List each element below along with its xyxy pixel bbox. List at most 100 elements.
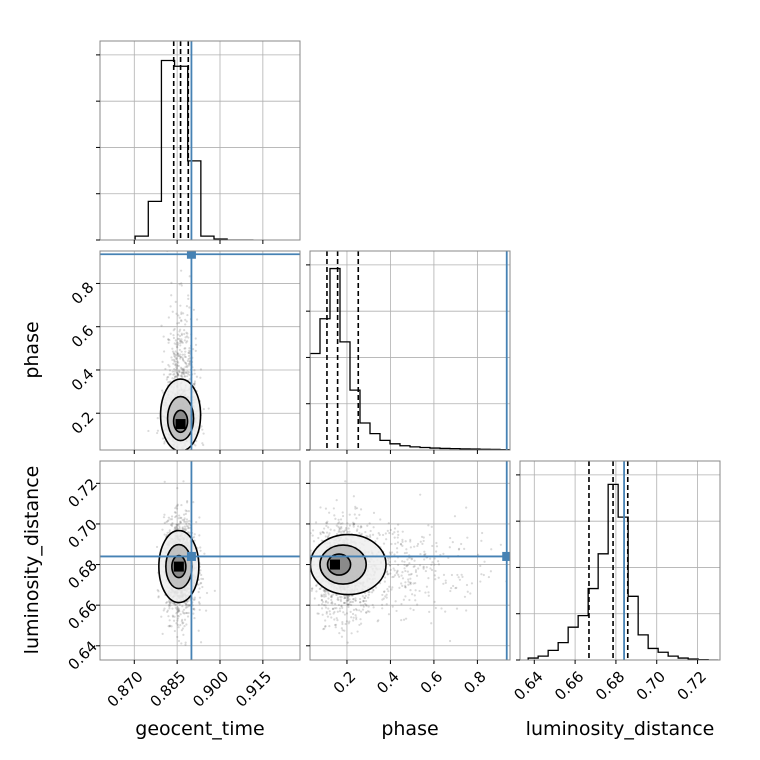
scatter-point	[182, 368, 185, 371]
scatter-point	[333, 514, 336, 517]
scatter-point	[173, 615, 176, 618]
scatter-point	[342, 611, 345, 614]
scatter-point	[321, 531, 324, 534]
scatter-point	[330, 596, 333, 599]
scatter-point	[428, 610, 431, 613]
scatter-point	[324, 606, 328, 609]
scatter-point	[324, 593, 327, 596]
scatter-point	[330, 602, 333, 605]
scatter-point	[171, 607, 174, 610]
scatter-point	[180, 375, 183, 378]
scatter-point	[173, 528, 176, 531]
scatter-point	[311, 534, 314, 537]
histogram-layer	[134, 41, 719, 660]
scatter-point	[310, 589, 313, 592]
scatter-point	[192, 607, 196, 610]
scatter-point	[383, 590, 386, 593]
scatter-point	[193, 372, 196, 375]
scatter-point	[180, 333, 184, 337]
scatter-point	[395, 572, 398, 575]
scatter-point	[186, 615, 190, 618]
scatter-point	[174, 300, 177, 303]
scatter-point	[175, 357, 178, 360]
scatter-point	[172, 362, 175, 365]
scatter-point	[176, 372, 180, 376]
scatter-point	[347, 603, 350, 606]
scatter-point	[417, 567, 420, 570]
scatter-point	[197, 590, 200, 594]
scatter-point	[176, 523, 179, 526]
scatter-point	[327, 534, 330, 537]
scatter-point	[174, 603, 177, 606]
scatter-point	[317, 536, 320, 540]
scatter-point	[172, 334, 175, 337]
scatter-point	[175, 354, 178, 357]
scatter-point	[421, 542, 424, 545]
scatter-point	[188, 362, 191, 365]
scatter-point	[356, 528, 359, 531]
scatter-point	[341, 620, 344, 624]
y-tick-label-phase: 0.8	[68, 278, 98, 308]
scatter-point	[337, 521, 341, 524]
scatter-point	[183, 329, 186, 332]
scatter-point	[169, 373, 172, 376]
scatter-point	[359, 525, 363, 528]
scatter-point	[181, 353, 184, 356]
scatter-point	[175, 523, 178, 526]
scatter-point	[408, 598, 411, 602]
y-tick-label-phase: 0.6	[68, 322, 98, 352]
scatter-point	[319, 533, 322, 536]
scatter-point	[185, 611, 189, 615]
scatter-point	[354, 614, 357, 617]
scatter-point	[320, 603, 324, 606]
scatter-point	[170, 515, 174, 518]
scatter-point	[451, 541, 454, 544]
scatter-point	[394, 542, 397, 545]
scatter-point	[310, 587, 314, 590]
scatter-point	[179, 613, 182, 616]
scatter-point	[479, 564, 482, 568]
scatter-point	[162, 373, 166, 376]
scatter-point	[333, 607, 336, 610]
scatter-point	[176, 614, 179, 617]
scatter-point	[327, 607, 330, 610]
scatter-point	[431, 561, 434, 564]
scatter-point	[180, 350, 183, 353]
scatter-point	[179, 357, 182, 360]
scatter-point	[168, 369, 172, 372]
scatter-point	[181, 526, 184, 529]
scatter-point	[183, 375, 186, 378]
scatter-point	[171, 310, 174, 313]
scatter-point	[336, 522, 340, 525]
scatter-point	[320, 593, 323, 596]
scatter-point	[359, 601, 362, 604]
scatter-point	[311, 587, 314, 590]
scatter-point	[346, 530, 349, 534]
scatter-point	[172, 602, 175, 605]
scatter-point	[177, 607, 180, 610]
scatter-point	[414, 569, 418, 572]
scatter-point	[338, 607, 342, 610]
scatter-point	[328, 532, 331, 535]
scatter-point	[347, 595, 350, 598]
scatter-point	[186, 365, 189, 369]
scatter-point	[188, 531, 191, 534]
scatter-point	[181, 527, 184, 530]
panel-frame-luminosity-distance-luminosity-distance	[519, 460, 721, 661]
scatter-point	[345, 599, 348, 602]
scatter-point	[340, 604, 343, 607]
scatter-point	[397, 523, 400, 526]
scatter-point	[176, 503, 179, 506]
scatter-point	[181, 356, 184, 359]
scatter-point	[382, 542, 386, 545]
scatter-point	[386, 571, 389, 574]
scatter-point	[170, 524, 174, 527]
scatter-point	[386, 573, 390, 576]
scatter-point	[193, 617, 196, 620]
scatter-point	[388, 564, 392, 567]
scatter-point	[174, 360, 177, 363]
scatter-point	[313, 597, 316, 600]
scatter-point	[180, 338, 183, 341]
scatter-point	[179, 520, 182, 524]
scatter-point	[402, 598, 405, 601]
